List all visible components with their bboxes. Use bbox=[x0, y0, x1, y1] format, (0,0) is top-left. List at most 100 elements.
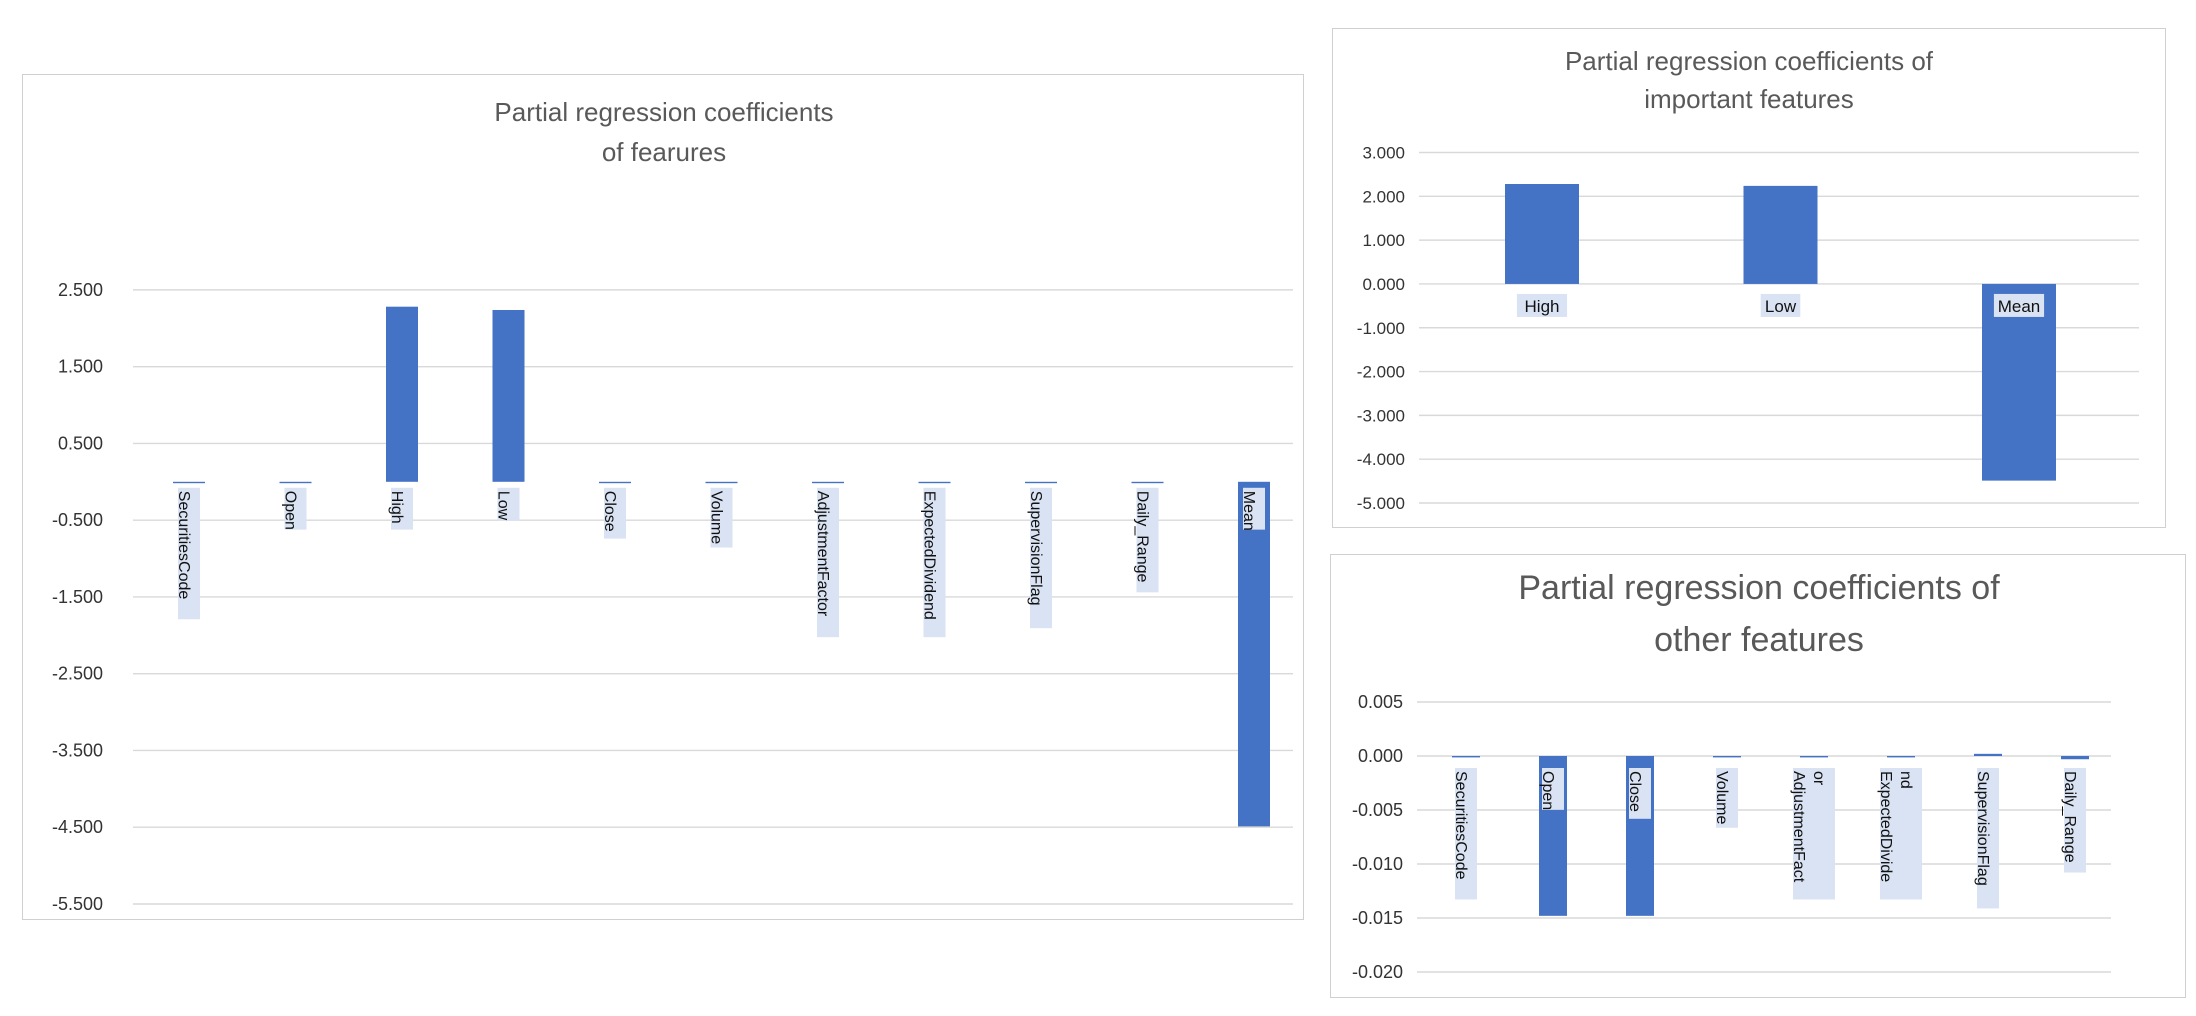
y-tick-label: -0.015 bbox=[1352, 908, 1403, 928]
category-label-text: or bbox=[1810, 771, 1827, 786]
y-tick-label: -4.500 bbox=[52, 817, 103, 837]
category-label-text: ExpectedDividend bbox=[921, 491, 938, 620]
y-tick-label: -5.000 bbox=[1357, 494, 1405, 513]
y-tick-label: -3.500 bbox=[52, 740, 103, 760]
bar bbox=[1025, 481, 1057, 484]
chart-title-line: important features bbox=[1644, 84, 1854, 114]
bar bbox=[1505, 184, 1579, 284]
category-label-bg bbox=[1629, 768, 1651, 819]
category-label: Mean bbox=[1993, 293, 2045, 317]
y-tick-label: -4.000 bbox=[1357, 450, 1405, 469]
y-tick-label: -2.500 bbox=[52, 664, 103, 684]
category-label-text: Low bbox=[1765, 297, 1797, 316]
bar bbox=[2061, 756, 2089, 760]
bar bbox=[1131, 481, 1164, 484]
y-tick-label: -3.000 bbox=[1357, 406, 1405, 425]
chart-important-features-svg: Partial regression coefficients of import… bbox=[1357, 46, 2139, 513]
chart-features-svg: Partial regression coefficients of fearur… bbox=[52, 97, 1293, 914]
category-label-text: Open bbox=[1539, 771, 1556, 810]
category-label-bg bbox=[1516, 293, 1568, 317]
bar bbox=[173, 481, 205, 484]
category-label-text: Mean bbox=[1240, 491, 1257, 531]
bar bbox=[918, 481, 951, 484]
bar bbox=[599, 481, 631, 484]
category-label-text: AdjustmentFact bbox=[1790, 771, 1807, 883]
y-tick-label: 0.500 bbox=[58, 433, 103, 453]
y-tick-label: 3.000 bbox=[1362, 144, 1405, 163]
category-label-bg bbox=[604, 487, 626, 539]
category-label-text: Close bbox=[1626, 771, 1643, 812]
category-label: SecuritiesCode bbox=[175, 487, 200, 620]
category-label-bg bbox=[1455, 768, 1477, 900]
y-tick-label: -1.500 bbox=[52, 587, 103, 607]
category-label-bg bbox=[1793, 768, 1835, 900]
chart-panel-features: Partial regression coefficients of fearur… bbox=[22, 74, 1304, 920]
category-label-text: Daily_Range bbox=[1134, 491, 1151, 583]
bar bbox=[1743, 185, 1818, 284]
category-label-bg bbox=[1243, 487, 1265, 530]
bar bbox=[1713, 756, 1741, 758]
category-label-bg bbox=[1136, 487, 1159, 593]
chart-title-line: Partial regression coefficients bbox=[494, 97, 833, 127]
y-tick-label: -0.020 bbox=[1352, 962, 1403, 982]
category-label-bg bbox=[1542, 768, 1564, 810]
category-label-bg bbox=[710, 487, 733, 548]
bar bbox=[1800, 756, 1828, 758]
category-label: Daily_Range bbox=[1134, 487, 1159, 593]
category-label-bg bbox=[284, 487, 307, 530]
category-label: SecuritiesCode bbox=[1452, 768, 1477, 900]
category-label: Low bbox=[1760, 293, 1801, 317]
y-tick-label: 2.000 bbox=[1362, 187, 1405, 206]
category-label-text: SecuritiesCode bbox=[1452, 771, 1469, 880]
chart-panel-other-features: Partial regression coefficients of other … bbox=[1330, 554, 2186, 998]
category-label: Volume bbox=[1713, 768, 1738, 828]
y-tick-label: -1.000 bbox=[1357, 319, 1405, 338]
category-label-bg bbox=[391, 487, 413, 530]
chart-other-features-svg: Partial regression coefficients of other … bbox=[1352, 569, 2111, 982]
category-label-text: AdjustmentFactor bbox=[814, 491, 831, 617]
chart-title-line: other features bbox=[1654, 621, 1864, 659]
chart-title-line: Partial regression coefficients of bbox=[1518, 569, 2000, 607]
category-label-text: Close bbox=[601, 491, 618, 532]
y-tick-label: -0.500 bbox=[52, 510, 103, 530]
category-label: Mean bbox=[1240, 487, 1265, 531]
category-label-bg bbox=[1880, 768, 1922, 900]
y-tick-label: 2.500 bbox=[58, 280, 103, 300]
chart-title: Partial regression coefficients of fearur… bbox=[494, 97, 833, 167]
category-label-bg bbox=[923, 487, 946, 638]
y-tick-label: -0.005 bbox=[1352, 800, 1403, 820]
y-tick-label: 0.000 bbox=[1358, 746, 1403, 766]
category-label-bg bbox=[1030, 487, 1052, 629]
category-label: Open bbox=[1539, 768, 1564, 810]
category-label: ExpectedDividend bbox=[921, 487, 946, 638]
category-label: High bbox=[388, 487, 413, 530]
category-label-bg bbox=[2064, 768, 2086, 873]
category-label-text: Daily_Range bbox=[2061, 771, 2078, 863]
bar bbox=[492, 309, 525, 482]
category-label: Volume bbox=[708, 487, 733, 548]
category-label: Open bbox=[282, 487, 307, 530]
category-label-text: SupervisionFlag bbox=[1027, 491, 1044, 606]
category-label-text: Volume bbox=[1713, 771, 1730, 824]
y-tick-label: 1.500 bbox=[58, 357, 103, 377]
category-label-text: Low bbox=[495, 491, 512, 521]
y-tick-label: -0.010 bbox=[1352, 854, 1403, 874]
category-label: Close bbox=[1626, 768, 1651, 819]
category-label-bg bbox=[178, 487, 200, 620]
bar bbox=[812, 481, 844, 484]
category-label-text: High bbox=[1525, 297, 1560, 316]
category-label-text: High bbox=[388, 491, 405, 524]
category-label-text: SupervisionFlag bbox=[1974, 771, 1991, 886]
category-label-bg bbox=[1993, 293, 2045, 317]
category-label: Close bbox=[601, 487, 626, 539]
category-label-text: Open bbox=[282, 491, 299, 530]
y-tick-label: 0.000 bbox=[1362, 275, 1405, 294]
category-label-text: nd bbox=[1897, 771, 1914, 789]
category-label-bg bbox=[817, 487, 839, 638]
category-label-text: Mean bbox=[1998, 297, 2041, 316]
category-label-bg bbox=[1716, 768, 1738, 828]
category-label-text: SecuritiesCode bbox=[175, 491, 192, 600]
chart-title-line: of fearures bbox=[602, 137, 726, 167]
